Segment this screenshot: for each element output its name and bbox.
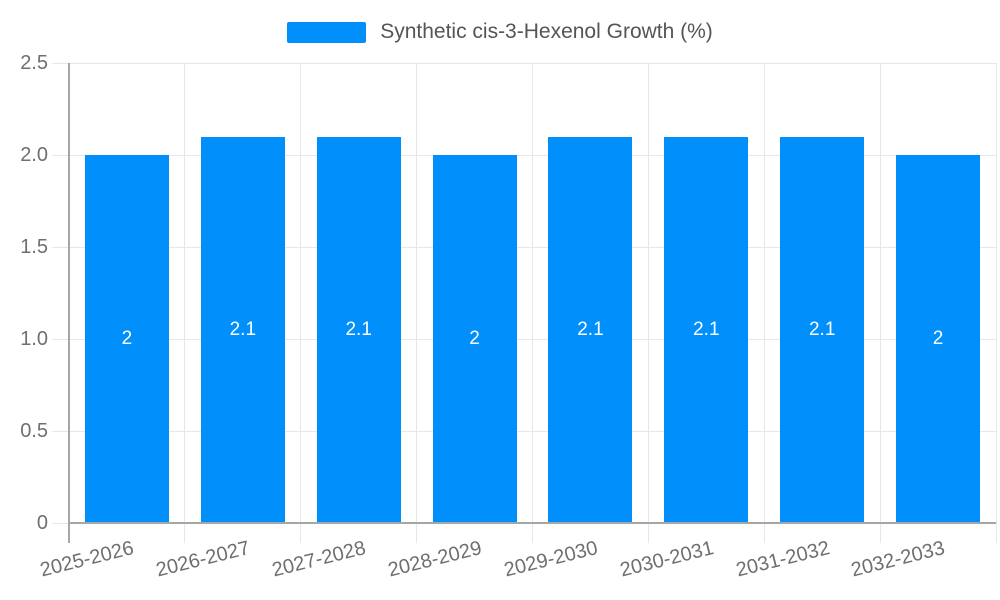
y-axis-line [68, 63, 70, 543]
legend-swatch-icon [287, 21, 367, 43]
x-tick-label-text: 2025-2026 [38, 537, 137, 582]
bar[interactable]: 2.1 [780, 136, 865, 523]
gridline-vertical [763, 63, 765, 543]
legend[interactable]: Synthetic cis-3-Hexenol Growth (%) [0, 20, 1000, 44]
x-tick-label-text: 2027-2028 [269, 537, 369, 582]
bar[interactable]: 2.1 [548, 136, 633, 523]
x-tick-label-text: 2028-2029 [385, 537, 484, 582]
gridline-horizontal [52, 154, 996, 156]
bar[interactable]: 2 [896, 155, 981, 523]
gridline-vertical [416, 63, 418, 543]
bar-value-label: 2 [121, 328, 133, 349]
bar-value-label: 2 [932, 328, 944, 349]
x-tick-label-text: 2030-2031 [617, 537, 716, 582]
bar[interactable]: 2 [432, 155, 517, 523]
gridline-horizontal [52, 430, 996, 432]
gridline-vertical [532, 63, 533, 543]
bar-value-label: 2.1 [693, 318, 720, 340]
y-tick-label: 1.5 [20, 236, 48, 258]
plot-area: 2 2.1 2.1 2 2.1 2.1 2.1 2 [52, 62, 997, 543]
gridline-vertical [300, 63, 302, 543]
bar-value-label: 2.1 [577, 318, 604, 340]
gridline-horizontal [52, 246, 996, 248]
y-tick-label: 2.0 [20, 144, 48, 166]
x-axis-line [69, 522, 996, 524]
bar[interactable]: 2.1 [664, 136, 749, 523]
y-tick-label: 0 [36, 512, 48, 534]
gridline-vertical [647, 63, 649, 543]
gridline-horizontal [52, 62, 996, 64]
bar[interactable]: 2.1 [316, 136, 401, 523]
y-tick-label: 0.5 [20, 420, 48, 442]
bar[interactable]: 2.1 [200, 136, 285, 523]
bar-value-label: 2.1 [229, 318, 257, 340]
y-tick-label: 1.0 [20, 328, 48, 350]
x-tick-label-text: 2026-2027 [153, 537, 253, 582]
gridline-vertical [879, 63, 881, 543]
bar-value-label: 2.1 [808, 318, 836, 340]
y-tick-label: 2.5 [20, 52, 48, 74]
gridline-horizontal [52, 338, 996, 340]
gridline-vertical [184, 63, 186, 543]
gridline-vertical [995, 63, 997, 543]
x-tick-label-text: 2031-2032 [733, 537, 832, 582]
bar-value-label: 2.1 [345, 318, 372, 340]
x-tick-label-text: 2029-2030 [501, 537, 600, 582]
bar-value-label: 2 [469, 328, 480, 349]
legend-label: Synthetic cis-3-Hexenol Growth (%) [380, 20, 713, 43]
bar[interactable]: 2 [84, 155, 169, 523]
x-tick-label-text: 2032-2033 [849, 537, 948, 582]
